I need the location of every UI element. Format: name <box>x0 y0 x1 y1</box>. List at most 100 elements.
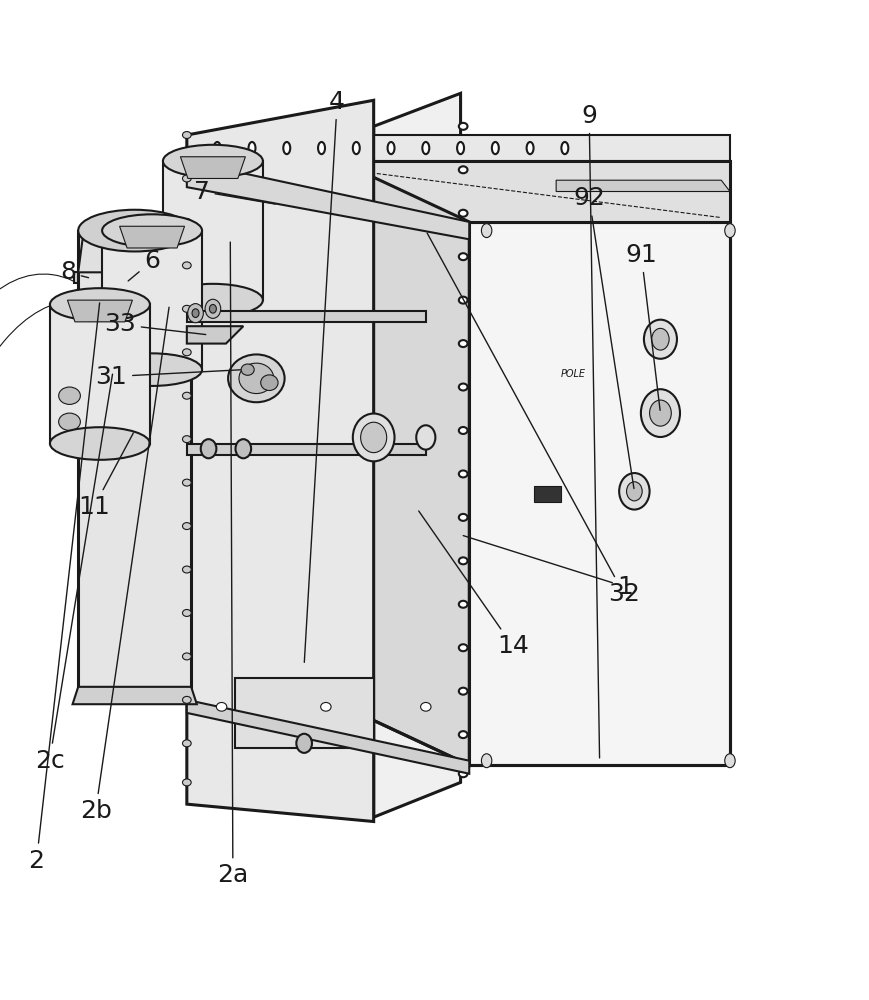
Polygon shape <box>50 304 150 444</box>
Ellipse shape <box>361 422 387 453</box>
Ellipse shape <box>283 142 290 154</box>
Ellipse shape <box>182 132 191 138</box>
Polygon shape <box>187 200 374 209</box>
Polygon shape <box>339 161 469 765</box>
Text: 11: 11 <box>78 433 133 519</box>
Ellipse shape <box>163 145 262 177</box>
Ellipse shape <box>261 375 278 391</box>
Ellipse shape <box>725 754 735 768</box>
Ellipse shape <box>182 305 191 312</box>
Ellipse shape <box>321 702 331 711</box>
Text: 7: 7 <box>194 180 275 204</box>
Ellipse shape <box>235 439 251 458</box>
Ellipse shape <box>527 142 534 154</box>
Polygon shape <box>235 315 365 326</box>
Ellipse shape <box>59 387 80 404</box>
Ellipse shape <box>182 175 191 182</box>
Ellipse shape <box>249 142 255 154</box>
Ellipse shape <box>50 288 150 321</box>
Ellipse shape <box>644 320 677 359</box>
Ellipse shape <box>182 523 191 530</box>
Ellipse shape <box>182 218 191 225</box>
Text: 91: 91 <box>626 243 660 410</box>
Ellipse shape <box>182 740 191 747</box>
Ellipse shape <box>459 770 468 777</box>
Ellipse shape <box>182 349 191 356</box>
Polygon shape <box>469 222 730 765</box>
Ellipse shape <box>192 309 199 318</box>
Polygon shape <box>163 161 262 300</box>
Polygon shape <box>102 231 202 370</box>
Ellipse shape <box>102 214 202 247</box>
Ellipse shape <box>239 363 274 394</box>
Ellipse shape <box>296 734 312 753</box>
Text: 14: 14 <box>419 511 528 658</box>
Ellipse shape <box>353 142 360 154</box>
Ellipse shape <box>459 123 468 130</box>
Ellipse shape <box>182 609 191 616</box>
Polygon shape <box>187 161 469 239</box>
Polygon shape <box>181 157 245 178</box>
Ellipse shape <box>182 696 191 703</box>
Ellipse shape <box>214 142 221 154</box>
Ellipse shape <box>459 557 468 564</box>
Ellipse shape <box>459 688 468 695</box>
Ellipse shape <box>119 286 132 297</box>
Ellipse shape <box>182 653 191 660</box>
Ellipse shape <box>78 210 191 251</box>
Ellipse shape <box>182 392 191 399</box>
Ellipse shape <box>459 644 468 651</box>
Polygon shape <box>187 100 374 822</box>
Ellipse shape <box>216 702 227 711</box>
Ellipse shape <box>102 353 202 386</box>
Polygon shape <box>235 678 374 748</box>
Ellipse shape <box>459 514 468 521</box>
Ellipse shape <box>627 482 642 501</box>
Polygon shape <box>235 667 365 678</box>
Ellipse shape <box>422 142 429 154</box>
Polygon shape <box>74 272 200 283</box>
Ellipse shape <box>241 364 254 375</box>
Ellipse shape <box>182 436 191 443</box>
Polygon shape <box>187 700 469 774</box>
Polygon shape <box>187 326 243 344</box>
Text: POLE: POLE <box>561 369 586 379</box>
Text: 1: 1 <box>463 536 634 599</box>
Polygon shape <box>187 311 426 322</box>
Ellipse shape <box>209 304 216 313</box>
Polygon shape <box>68 300 132 322</box>
Polygon shape <box>78 231 191 687</box>
FancyBboxPatch shape <box>534 486 561 502</box>
Ellipse shape <box>459 470 468 477</box>
Text: 33: 33 <box>104 312 206 336</box>
Ellipse shape <box>205 299 221 318</box>
Ellipse shape <box>492 142 499 154</box>
Ellipse shape <box>163 284 262 316</box>
Ellipse shape <box>457 142 464 154</box>
Ellipse shape <box>416 425 435 450</box>
Text: 2: 2 <box>29 303 100 873</box>
Polygon shape <box>120 226 184 248</box>
Ellipse shape <box>652 328 669 350</box>
Ellipse shape <box>182 779 191 786</box>
Ellipse shape <box>481 754 492 768</box>
Ellipse shape <box>725 224 735 238</box>
Ellipse shape <box>459 384 468 391</box>
Text: 2a: 2a <box>217 242 249 887</box>
Ellipse shape <box>459 601 468 608</box>
Ellipse shape <box>182 262 191 269</box>
Text: 8: 8 <box>60 260 89 284</box>
Polygon shape <box>72 687 197 704</box>
Ellipse shape <box>228 354 284 402</box>
Text: 92: 92 <box>574 186 634 489</box>
Ellipse shape <box>201 439 216 458</box>
Ellipse shape <box>459 166 468 173</box>
Ellipse shape <box>188 304 203 323</box>
Ellipse shape <box>481 224 492 238</box>
Ellipse shape <box>459 297 468 304</box>
Text: 9: 9 <box>581 104 600 758</box>
Ellipse shape <box>182 566 191 573</box>
Ellipse shape <box>388 142 395 154</box>
Polygon shape <box>187 444 426 455</box>
Ellipse shape <box>59 413 80 430</box>
